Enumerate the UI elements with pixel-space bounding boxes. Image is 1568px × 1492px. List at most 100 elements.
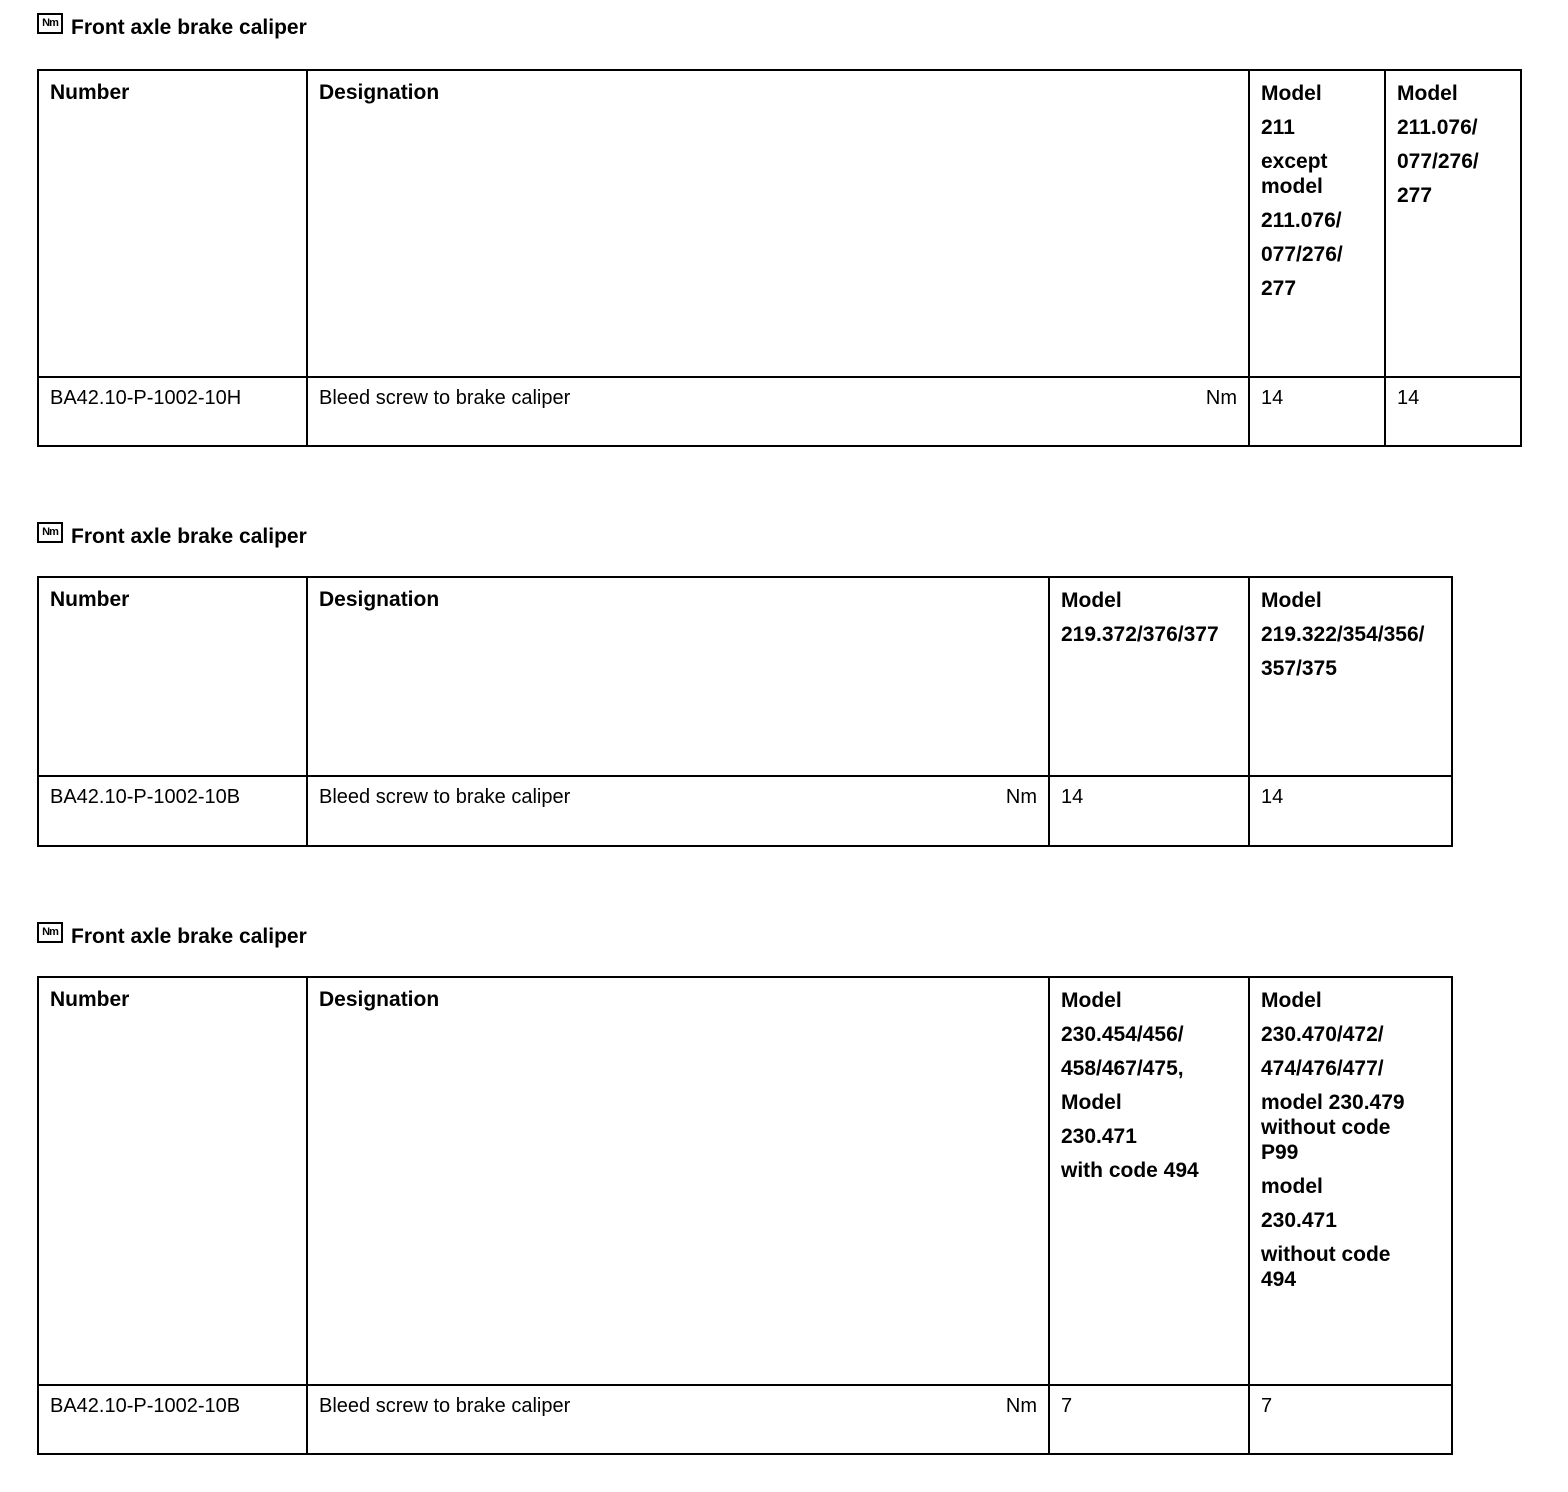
model-paragraph: 230.470/472/	[1261, 1022, 1440, 1047]
model-line: 211.076/	[1397, 116, 1478, 139]
model-paragraph: 230.454/456/	[1061, 1022, 1237, 1047]
model-paragraph: model 230.479 without code P99	[1261, 1090, 1440, 1165]
model-line: Model	[1261, 589, 1322, 612]
model-line: model	[1261, 1175, 1323, 1198]
designation-text: Bleed screw to brake caliper	[319, 387, 571, 409]
model-line: 211.076/	[1261, 209, 1342, 232]
section-title-text: Front axle brake caliper	[71, 525, 307, 548]
header-row: Number Designation Model 230.454/456/458/46…	[37, 976, 1453, 1386]
model-line: 474/476/477/	[1261, 1057, 1384, 1080]
model-line: model	[1261, 175, 1323, 198]
model-paragraph: 077/276/	[1397, 149, 1509, 174]
table-row: BA42.10-P-1002-10B Bleed screw to brake c…	[37, 775, 1453, 847]
model-paragraph: Model	[1061, 588, 1237, 613]
model-paragraph: Model	[1261, 588, 1440, 613]
row-designation: Bleed screw to brake caliper Nm	[306, 775, 1050, 847]
section-title: Nm Front axle brake caliper	[37, 921, 307, 949]
nm-torque-icon: Nm	[37, 921, 63, 943]
unit-label: Nm	[1205, 387, 1237, 409]
model-paragraph: 230.471	[1061, 1124, 1237, 1149]
torque-value: 14	[1384, 376, 1522, 447]
model-line: except	[1261, 150, 1328, 173]
header-row: Number Designation Model 211 except model 211.…	[37, 69, 1522, 378]
model-paragraph: Model	[1397, 81, 1509, 106]
section-title: Nm Front axle brake caliper	[37, 521, 307, 549]
model-line: 077/276/	[1261, 243, 1343, 266]
model-paragraph: 219.372/376/377	[1061, 622, 1237, 647]
header-model: Model 219.372/376/377	[1048, 576, 1250, 777]
model-line: Model	[1061, 589, 1122, 612]
header-model: Model 211.076/077/276/277	[1384, 69, 1522, 378]
section-title-text: Front axle brake caliper	[71, 16, 307, 39]
model-line: Model	[1261, 82, 1322, 105]
model-line: P99	[1261, 1141, 1299, 1164]
header-designation: Designation	[306, 976, 1050, 1386]
section-title-text: Front axle brake caliper	[71, 925, 307, 948]
model-line: Model	[1061, 1091, 1122, 1114]
header-number: Number	[37, 69, 308, 378]
model-paragraph: Model	[1061, 1090, 1237, 1115]
header-model: Model 230.470/472/474/476/477/model 230.4…	[1248, 976, 1453, 1386]
model-line: Model	[1261, 989, 1322, 1012]
model-line: without code	[1261, 1116, 1391, 1139]
model-line: 458/467/475,	[1061, 1057, 1184, 1080]
model-line: 277	[1397, 184, 1433, 207]
row-designation: Bleed screw to brake caliper Nm	[306, 1384, 1050, 1455]
designation-wrap: Bleed screw to brake caliper Nm	[319, 387, 1237, 410]
model-paragraph: 230.471	[1261, 1208, 1440, 1233]
model-line: 211	[1261, 116, 1295, 139]
model-paragraph: 357/375	[1261, 656, 1440, 681]
torque-value: 14	[1248, 775, 1453, 847]
model-paragraph: 458/467/475,	[1061, 1056, 1237, 1081]
designation-text: Bleed screw to brake caliper	[319, 1395, 571, 1417]
table-row: BA42.10-P-1002-10H Bleed screw to brake c…	[37, 376, 1522, 447]
header-number: Number	[37, 576, 308, 777]
model-line: 494	[1261, 1268, 1297, 1291]
model-line: 219.372/376/377	[1061, 623, 1219, 646]
model-paragraph: model	[1261, 1174, 1440, 1199]
torque-value: 14	[1248, 376, 1386, 447]
model-line: 230.470/472/	[1261, 1023, 1384, 1046]
header-designation: Designation	[306, 69, 1250, 378]
header-model: Model 230.454/456/458/467/475, Model 230.47…	[1048, 976, 1250, 1386]
model-line: without code	[1261, 1243, 1391, 1266]
model-line: 219.322/354/356/	[1261, 623, 1425, 646]
header-model: Model 219.322/354/356/357/375	[1248, 576, 1453, 777]
model-line: 230.471	[1261, 1209, 1337, 1232]
model-line: 230.471	[1061, 1125, 1137, 1148]
row-number: BA42.10-P-1002-10B	[37, 775, 308, 847]
header-number: Number	[37, 976, 308, 1386]
model-paragraph: 211.076/	[1261, 208, 1373, 233]
model-paragraph: except model	[1261, 149, 1373, 199]
model-paragraph: 211.076/	[1397, 115, 1509, 140]
model-line: model 230.479	[1261, 1091, 1405, 1114]
model-paragraph: Model	[1061, 988, 1237, 1013]
designation-text: Bleed screw to brake caliper	[319, 786, 571, 808]
torque-value: 7	[1248, 1384, 1453, 1455]
model-line: 357/375	[1261, 657, 1337, 680]
model-paragraph: 474/476/477/	[1261, 1056, 1440, 1081]
model-line: with code 494	[1061, 1159, 1199, 1182]
model-paragraph: with code 494	[1061, 1158, 1237, 1183]
model-paragraph: 277	[1261, 276, 1373, 301]
row-number: BA42.10-P-1002-10H	[37, 376, 308, 447]
model-line: Model	[1061, 989, 1122, 1012]
model-paragraph: Model	[1261, 81, 1373, 106]
model-paragraph: 211	[1261, 115, 1373, 140]
torque-table: Number Designation Model 219.372/376/377 Mod…	[37, 576, 1453, 847]
torque-table: Number Designation Model 230.454/456/458/46…	[37, 976, 1453, 1455]
torque-value: 7	[1048, 1384, 1250, 1455]
unit-label: Nm	[1005, 786, 1037, 808]
nm-torque-icon: Nm	[37, 521, 63, 543]
header-row: Number Designation Model 219.372/376/377 Mod…	[37, 576, 1453, 777]
designation-wrap: Bleed screw to brake caliper Nm	[319, 1395, 1037, 1418]
model-paragraph: 277	[1397, 183, 1509, 208]
model-line: 277	[1261, 277, 1297, 300]
torque-value: 14	[1048, 775, 1250, 847]
row-number: BA42.10-P-1002-10B	[37, 1384, 308, 1455]
model-paragraph: 219.322/354/356/	[1261, 622, 1440, 647]
model-line: 077/276/	[1397, 150, 1479, 173]
row-designation: Bleed screw to brake caliper Nm	[306, 376, 1250, 447]
model-line: Model	[1397, 82, 1458, 105]
model-paragraph: Model	[1261, 988, 1440, 1013]
